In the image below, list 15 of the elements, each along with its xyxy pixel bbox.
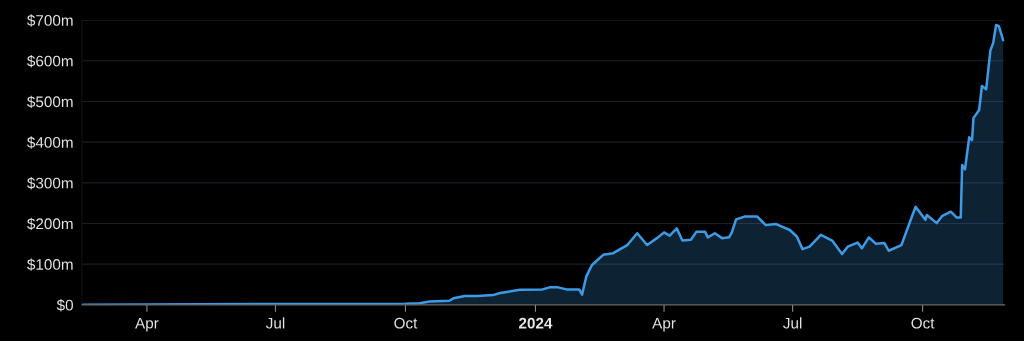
y-tick-label: $300m: [27, 177, 73, 190]
y-tick-label: $100m: [27, 258, 73, 271]
x-tick-label: Apr: [652, 317, 676, 332]
y-tick-label: $400m: [27, 136, 73, 149]
y-tick-label: $0: [56, 299, 73, 312]
x-tick-label: Jul: [265, 317, 285, 329]
x-tick-label: 2024: [519, 317, 553, 329]
x-tick-label: Apr: [135, 317, 159, 332]
x-tick-label: Oct: [911, 317, 935, 329]
y-tick-label: $200m: [27, 217, 73, 231]
y-tick-label: $600m: [27, 55, 73, 68]
y-tick-label: $700m: [27, 14, 73, 27]
y-tick-label: $500m: [27, 95, 73, 109]
x-tick-label: Oct: [394, 317, 418, 329]
x-tick-label: Jul: [783, 317, 802, 329]
